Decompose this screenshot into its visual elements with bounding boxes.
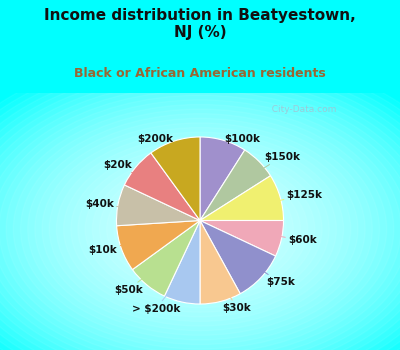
Circle shape <box>64 141 336 317</box>
Wedge shape <box>200 220 276 294</box>
Circle shape <box>49 132 351 326</box>
Circle shape <box>35 123 365 335</box>
Circle shape <box>0 54 400 350</box>
Circle shape <box>71 146 329 312</box>
Text: $50k: $50k <box>114 256 171 295</box>
Circle shape <box>0 95 400 350</box>
Wedge shape <box>200 150 270 220</box>
Wedge shape <box>151 137 200 220</box>
Wedge shape <box>164 220 200 304</box>
Circle shape <box>13 109 387 349</box>
Circle shape <box>6 104 394 350</box>
Circle shape <box>0 86 400 350</box>
Text: $200k: $200k <box>138 134 186 177</box>
Circle shape <box>85 155 315 303</box>
Circle shape <box>0 49 400 350</box>
Circle shape <box>193 224 207 234</box>
Circle shape <box>0 81 400 350</box>
Wedge shape <box>200 220 284 256</box>
Text: $100k: $100k <box>213 134 260 176</box>
Wedge shape <box>200 137 245 220</box>
Text: $125k: $125k <box>244 190 323 208</box>
Circle shape <box>142 192 258 266</box>
Circle shape <box>186 220 214 238</box>
Circle shape <box>114 174 286 285</box>
Circle shape <box>42 127 358 331</box>
Text: $10k: $10k <box>89 236 157 255</box>
Text: $60k: $60k <box>245 231 317 245</box>
Circle shape <box>20 114 380 344</box>
Circle shape <box>28 118 372 340</box>
Circle shape <box>171 211 229 247</box>
Text: > $200k: > $200k <box>132 265 190 314</box>
Circle shape <box>0 58 400 350</box>
Text: $20k: $20k <box>104 160 165 191</box>
Wedge shape <box>200 176 284 220</box>
Circle shape <box>56 137 344 321</box>
Text: City-Data.com: City-Data.com <box>266 105 336 114</box>
Text: $150k: $150k <box>232 152 300 188</box>
Circle shape <box>0 63 400 350</box>
Text: $30k: $30k <box>212 265 251 313</box>
Wedge shape <box>124 153 200 220</box>
Circle shape <box>107 169 293 289</box>
Circle shape <box>121 178 279 280</box>
Wedge shape <box>117 220 200 270</box>
Circle shape <box>150 197 250 261</box>
Circle shape <box>0 72 400 350</box>
Text: Income distribution in Beatyestown,
NJ (%): Income distribution in Beatyestown, NJ (… <box>44 8 356 40</box>
Wedge shape <box>132 220 200 296</box>
Wedge shape <box>116 185 200 226</box>
Text: $75k: $75k <box>234 252 295 287</box>
Circle shape <box>164 206 236 252</box>
Circle shape <box>0 100 400 350</box>
Text: $40k: $40k <box>85 199 155 212</box>
Circle shape <box>178 215 222 243</box>
Circle shape <box>157 201 243 257</box>
Circle shape <box>92 160 308 298</box>
Circle shape <box>135 188 265 271</box>
Circle shape <box>100 164 300 294</box>
Text: Black or African American residents: Black or African American residents <box>74 67 326 80</box>
Circle shape <box>0 68 400 350</box>
Circle shape <box>0 91 400 350</box>
Circle shape <box>78 150 322 308</box>
Circle shape <box>0 77 400 350</box>
Wedge shape <box>200 220 240 304</box>
Circle shape <box>128 183 272 275</box>
